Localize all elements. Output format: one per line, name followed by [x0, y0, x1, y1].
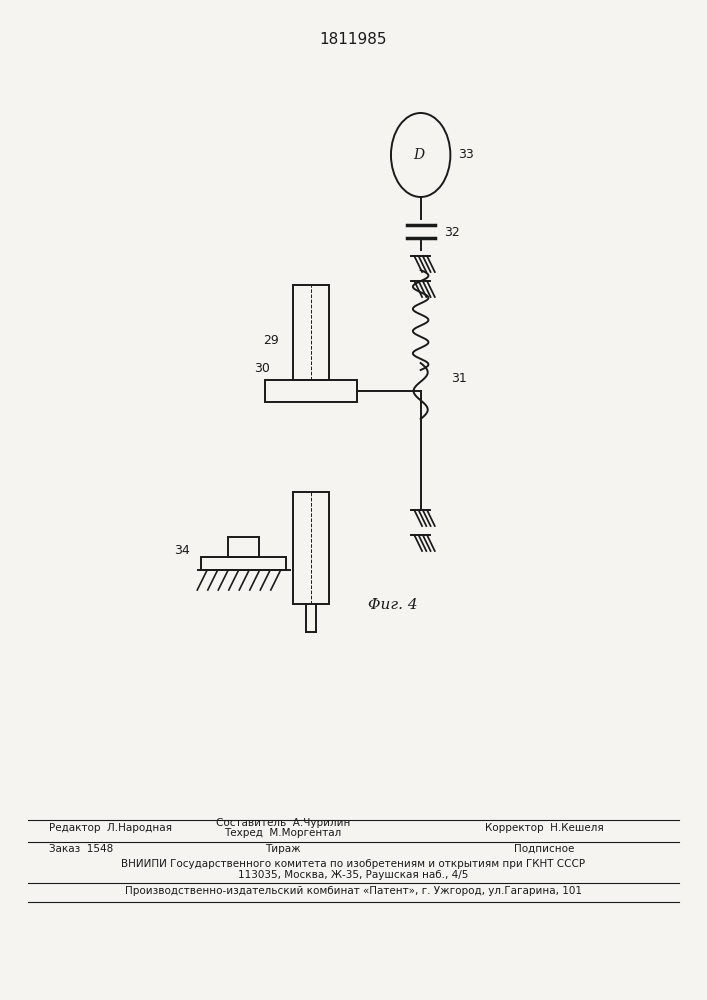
Text: 33: 33: [458, 148, 474, 161]
Text: 1811985: 1811985: [320, 32, 387, 47]
Text: 113035, Москва, Ж-35, Раушская наб., 4/5: 113035, Москва, Ж-35, Раушская наб., 4/5: [238, 870, 469, 880]
Text: 34: 34: [174, 544, 189, 556]
Bar: [293, 492, 329, 604]
Bar: [201, 557, 286, 570]
Text: Редактор  Л.Народная: Редактор Л.Народная: [49, 823, 173, 833]
Text: Подписное: Подписное: [514, 844, 575, 854]
Text: 31: 31: [451, 371, 467, 384]
Text: 30: 30: [255, 361, 270, 374]
Text: Тираж: Тираж: [265, 844, 300, 854]
Text: Корректор  Н.Кешеля: Корректор Н.Кешеля: [485, 823, 604, 833]
Text: ВНИИПИ Государственного комитета по изобретениям и открытиям при ГКНТ СССР: ВНИИПИ Государственного комитета по изоб…: [122, 859, 585, 869]
Text: Техред  М.Моргентал: Техред М.Моргентал: [224, 828, 341, 838]
Bar: [293, 285, 329, 380]
Text: Производственно-издательский комбинат «Патент», г. Ужгород, ул.Гагарина, 101: Производственно-издательский комбинат «П…: [125, 886, 582, 896]
Text: Заказ  1548: Заказ 1548: [49, 844, 114, 854]
Text: D: D: [414, 148, 425, 162]
Text: Φиг. 4: Φиг. 4: [368, 598, 417, 612]
Text: 29: 29: [264, 334, 279, 347]
Bar: [265, 380, 357, 402]
Text: Составитель  А.Чурилин: Составитель А.Чурилин: [216, 818, 350, 828]
Text: 32: 32: [444, 226, 460, 238]
Bar: [228, 537, 259, 557]
